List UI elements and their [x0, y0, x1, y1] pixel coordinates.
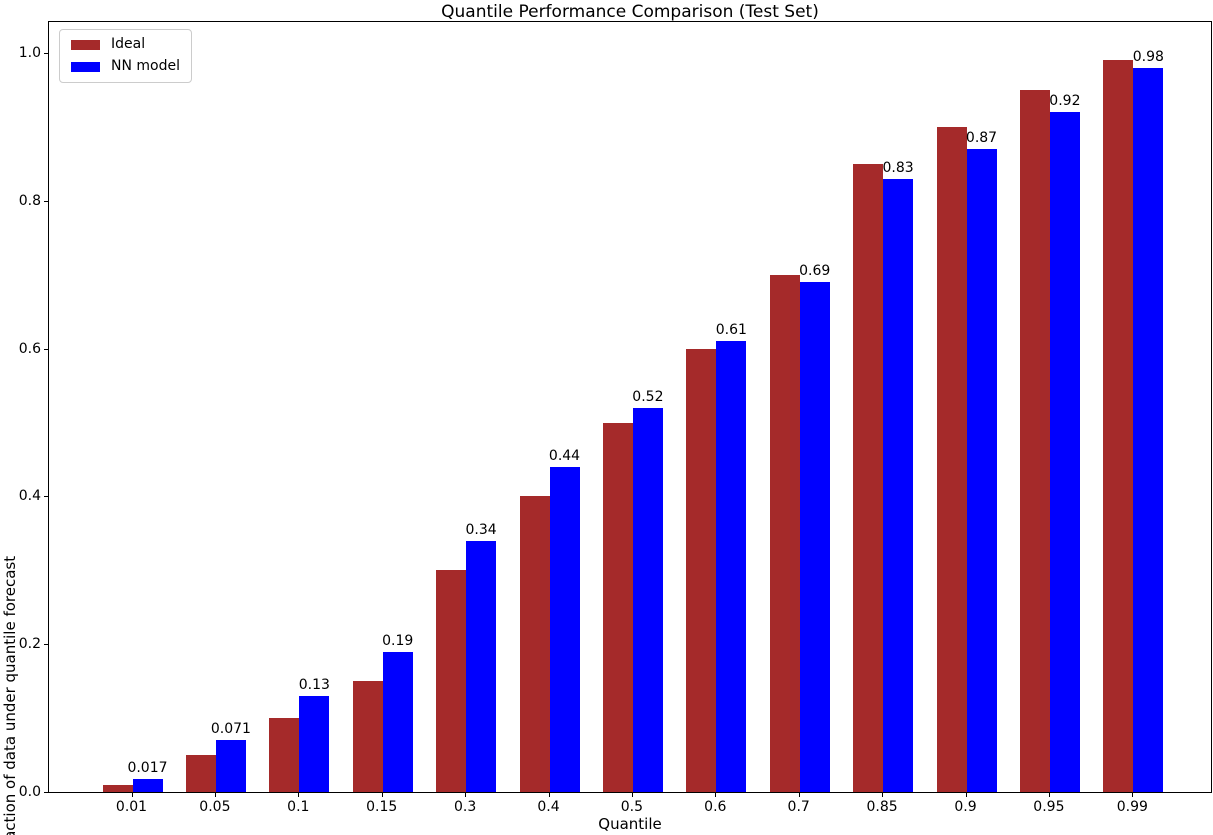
legend-item-nn-model: NN model — [71, 58, 180, 75]
bar-ideal-0.5 — [602, 422, 633, 792]
bar-ideal-0.3 — [436, 570, 467, 792]
bar-nn-model-0.05 — [215, 739, 246, 792]
y-tick-label: 1.0 — [18, 45, 41, 62]
y-tick-label: 0.4 — [18, 488, 41, 505]
y-tick — [44, 53, 48, 55]
y-tick — [44, 644, 48, 646]
x-tick-label: 0.01 — [115, 799, 148, 815]
y-tick — [44, 792, 48, 793]
x-tick — [1048, 793, 1050, 797]
chart-title: Quantile Performance Comparison (Test Se… — [441, 2, 819, 22]
x-tick-label: 0.3 — [453, 799, 477, 815]
x-tick-label: 0.9 — [954, 799, 977, 815]
bar-nn-model-0.01 — [132, 779, 163, 792]
bar-ideal-0.9 — [936, 126, 967, 792]
bar-value-label: 0.13 — [298, 676, 330, 693]
bar-value-label: 0.92 — [1049, 93, 1081, 110]
bar-ideal-0.85 — [853, 163, 884, 792]
bar-nn-model-0.6 — [716, 341, 747, 792]
y-tick-label: 0.8 — [18, 192, 41, 209]
y-tick-label: 0.0 — [18, 784, 41, 800]
legend-label-ideal: Ideal — [111, 36, 146, 52]
x-tick-label: 0.15 — [366, 799, 398, 815]
y-tick — [44, 200, 48, 202]
bar-value-label: 0.98 — [1132, 48, 1164, 65]
bar-ideal-0.6 — [686, 348, 717, 792]
legend-item-ideal: Ideal — [71, 36, 180, 52]
bar-ideal-0.95 — [1019, 90, 1050, 792]
x-tick — [1132, 793, 1134, 797]
x-tick-label: 0.7 — [787, 799, 810, 815]
bar-ideal-0.99 — [1103, 60, 1134, 792]
x-tick-label: 0.85 — [866, 799, 898, 815]
legend-label-nn-model: NN model — [111, 58, 180, 75]
x-tick — [131, 793, 133, 797]
bar-ideal-0.7 — [769, 274, 800, 792]
bar-nn-model-0.15 — [382, 651, 413, 792]
x-tick — [965, 793, 967, 797]
x-tick-label: 0.5 — [620, 799, 644, 815]
y-tick — [44, 348, 48, 350]
bar-nn-model-0.1 — [299, 695, 330, 792]
x-tick — [882, 793, 884, 797]
x-tick — [715, 793, 717, 797]
x-tick-label: 0.95 — [1033, 799, 1065, 815]
bar-value-label: 0.83 — [882, 159, 914, 176]
bar-value-label: 0.071 — [210, 720, 251, 737]
y-tick-label: 0.2 — [18, 636, 41, 653]
legend-swatch-nn-model — [71, 62, 100, 73]
bar-value-label: 0.69 — [799, 263, 831, 280]
bar-value-label: 0.87 — [965, 130, 998, 147]
bar-value-label: 0.19 — [382, 632, 414, 649]
bar-ideal-0.01 — [102, 784, 133, 792]
bar-nn-model-0.7 — [799, 282, 830, 792]
bar-nn-model-0.99 — [1133, 67, 1164, 792]
bar-ideal-0.05 — [185, 755, 216, 792]
x-tick-label: 0.4 — [537, 799, 560, 815]
plot-area: Ideal NN model 0.017 0.071 0.13 0.19 0.34 0.4… — [48, 21, 1212, 793]
x-tick — [465, 793, 467, 797]
bar-nn-model-0.9 — [966, 149, 997, 792]
x-tick-label: 0.05 — [199, 799, 231, 815]
bar-nn-model-0.95 — [1049, 112, 1080, 792]
bar-value-label: 0.52 — [632, 388, 664, 405]
bar-nn-model-0.5 — [632, 407, 663, 792]
y-tick — [44, 496, 48, 498]
bar-ideal-0.4 — [519, 496, 550, 792]
legend: Ideal NN model — [59, 29, 192, 83]
bar-value-label: 0.61 — [715, 322, 747, 339]
x-tick — [298, 793, 300, 797]
bar-nn-model-0.4 — [549, 466, 580, 792]
x-tick — [214, 793, 216, 797]
legend-swatch-ideal — [71, 39, 100, 50]
y-tick-label: 0.6 — [18, 340, 41, 357]
bar-nn-model-0.3 — [466, 540, 497, 792]
x-tick — [381, 793, 383, 797]
bar-ideal-0.15 — [352, 681, 383, 792]
x-tick-label: 0.1 — [287, 799, 310, 815]
x-tick — [631, 793, 633, 797]
bar-value-label: 0.017 — [127, 760, 168, 777]
x-tick — [548, 793, 550, 797]
y-axis-label: Fraction of data under quantile forecast — [1, 555, 19, 835]
x-tick-label: 0.6 — [704, 799, 727, 815]
x-tick — [798, 793, 800, 797]
bar-value-label: 0.34 — [465, 521, 497, 538]
bar-nn-model-0.85 — [883, 178, 914, 792]
bar-value-label: 0.44 — [548, 447, 581, 464]
x-axis-label: Quantile — [598, 815, 662, 833]
bar-ideal-0.1 — [269, 718, 300, 792]
x-tick-label: 0.99 — [1116, 799, 1148, 815]
